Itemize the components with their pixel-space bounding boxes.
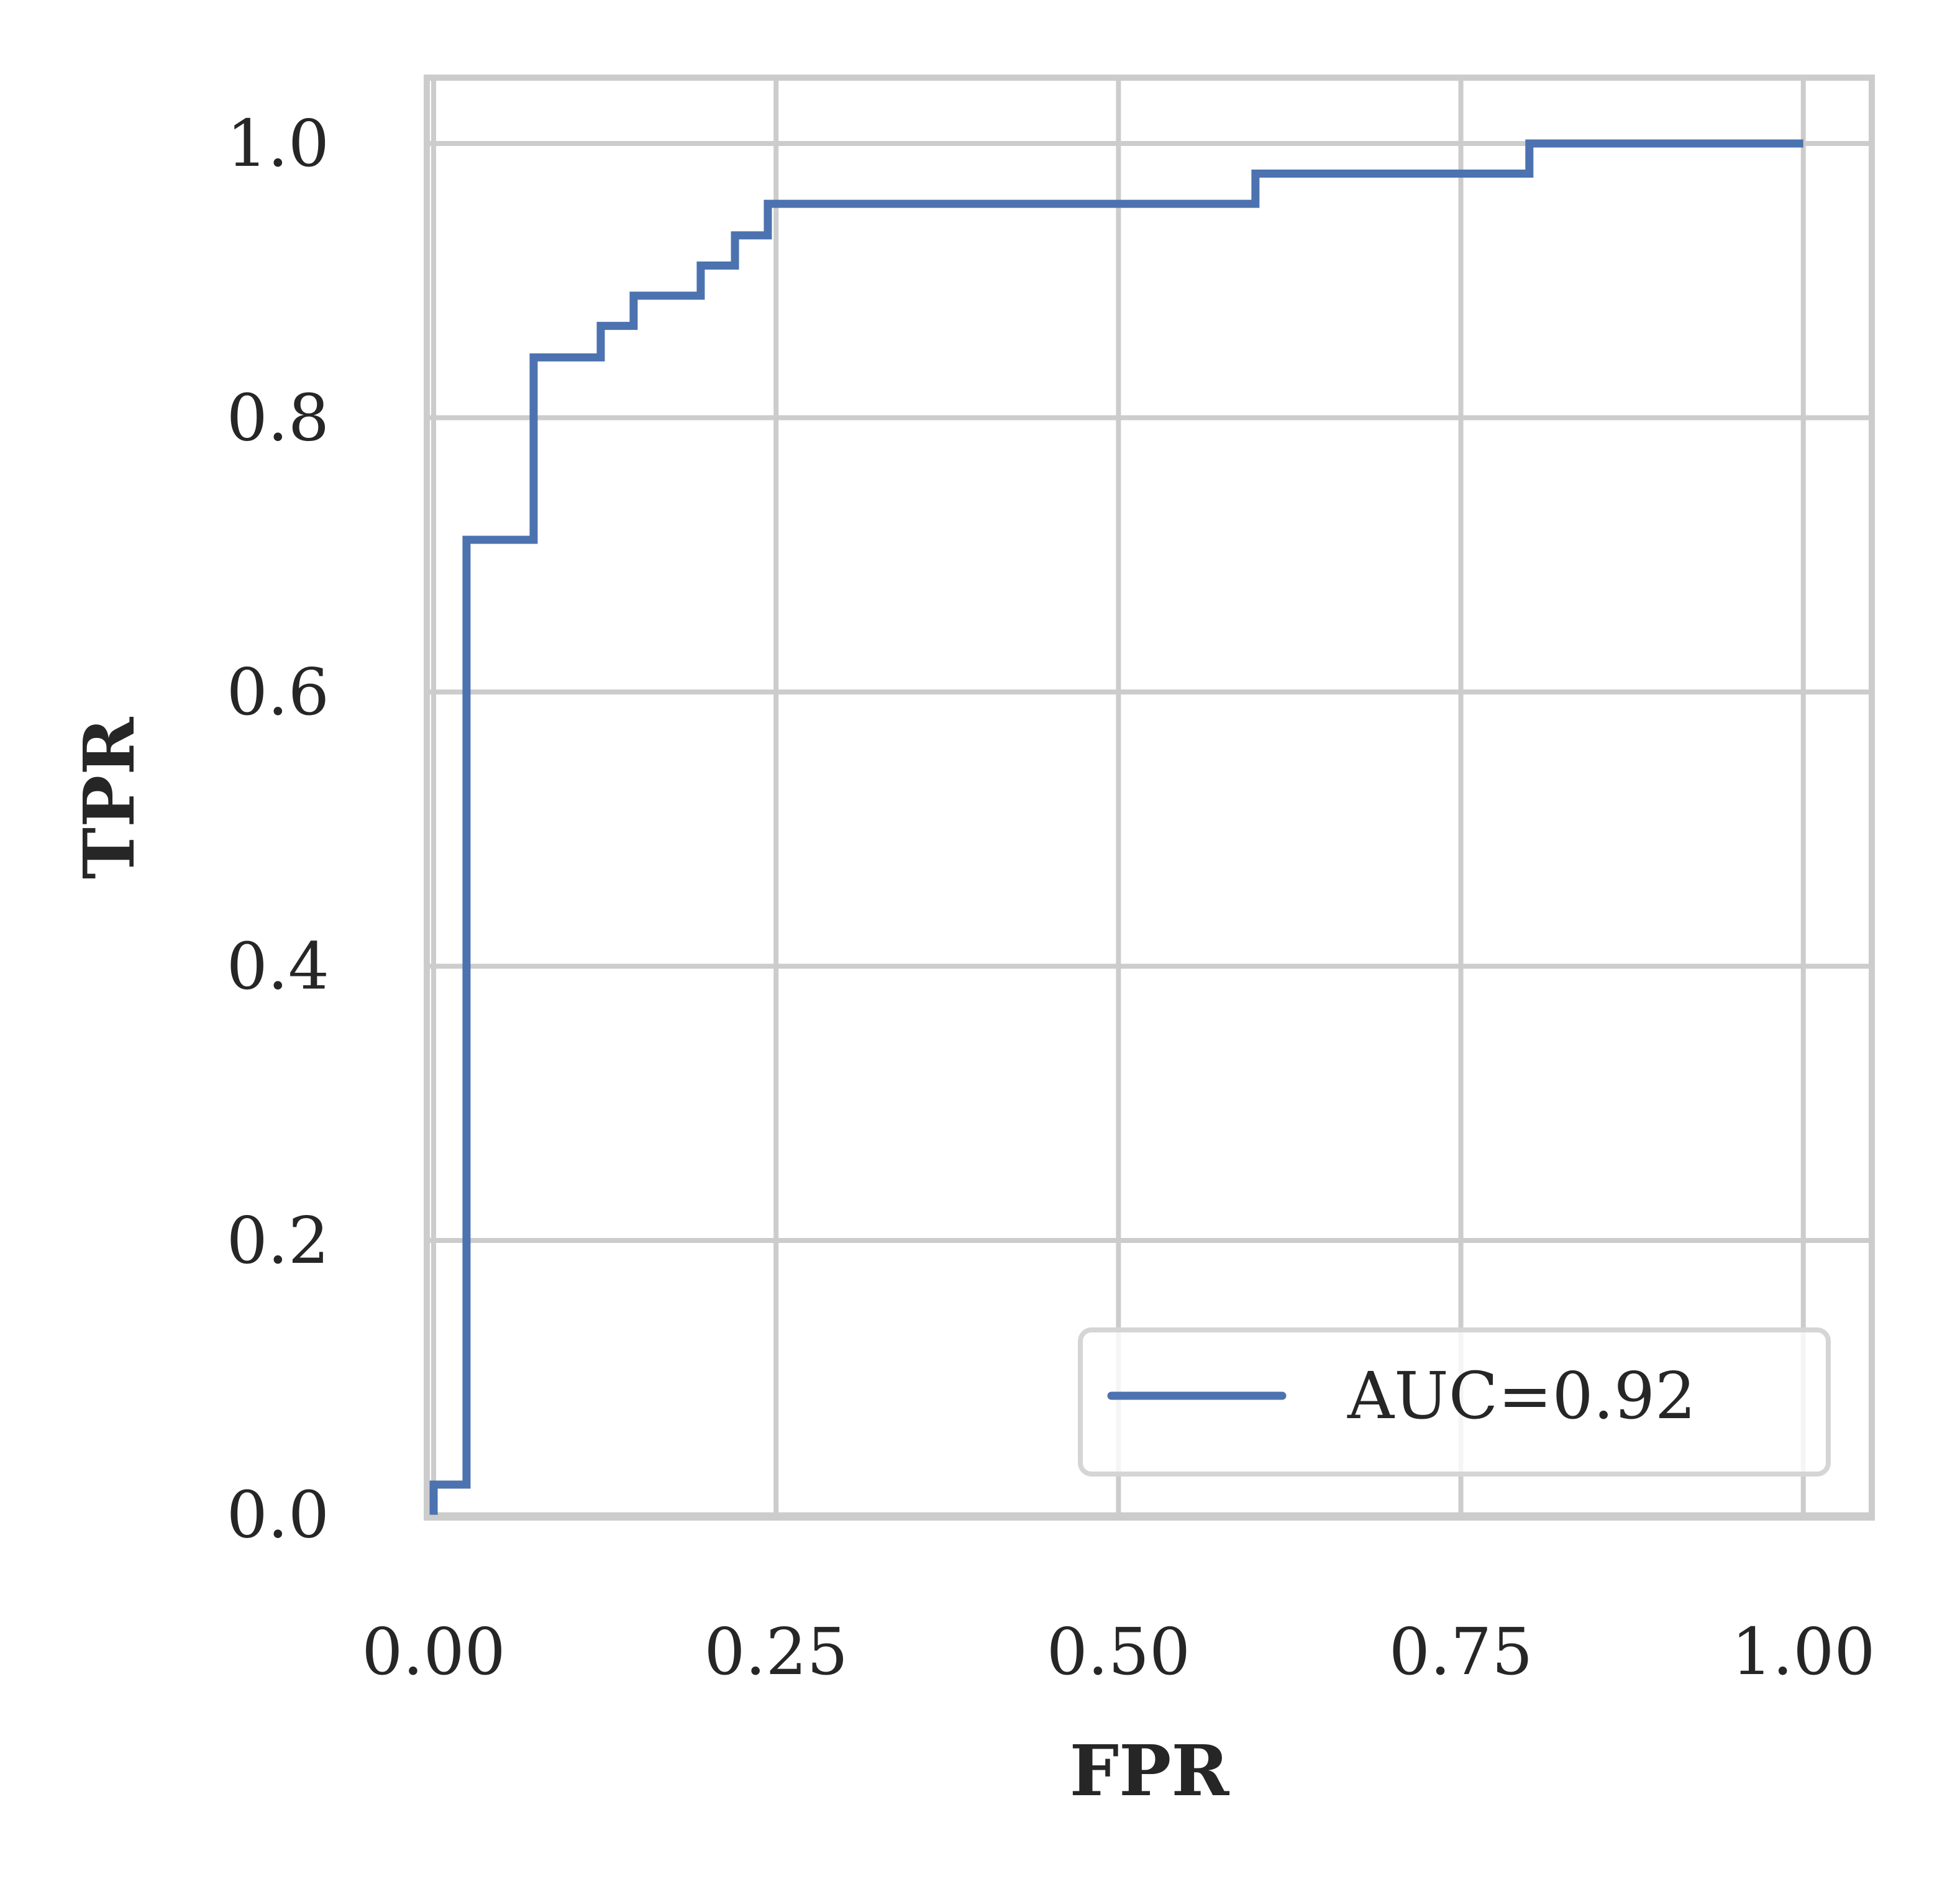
x-tick-label: 0.75 — [1389, 1614, 1533, 1690]
x-tick-label: 0.50 — [1047, 1614, 1191, 1690]
y-axis-label: TPR — [69, 717, 150, 880]
y-tick-label: 0.0 — [227, 1477, 329, 1553]
y-tick-label: 1.0 — [227, 106, 329, 181]
legend-box — [1078, 1327, 1831, 1477]
x-tick-label: 0.25 — [704, 1614, 848, 1690]
x-tick-label: 0.00 — [362, 1614, 506, 1690]
x-axis-label: FPR — [1070, 1731, 1230, 1812]
x-tick-label: 1.00 — [1731, 1614, 1876, 1690]
y-tick-label: 0.4 — [227, 929, 329, 1004]
plot-frame — [424, 75, 1875, 1521]
y-tick-label: 0.8 — [227, 380, 329, 455]
roc-line — [429, 139, 1803, 1515]
legend: AUC=0.92 — [1078, 1327, 1831, 1477]
y-tick-label: 0.6 — [227, 654, 329, 730]
y-tick-label: 0.2 — [227, 1203, 329, 1278]
legend-text: AUC=0.92 — [1347, 1358, 1696, 1434]
